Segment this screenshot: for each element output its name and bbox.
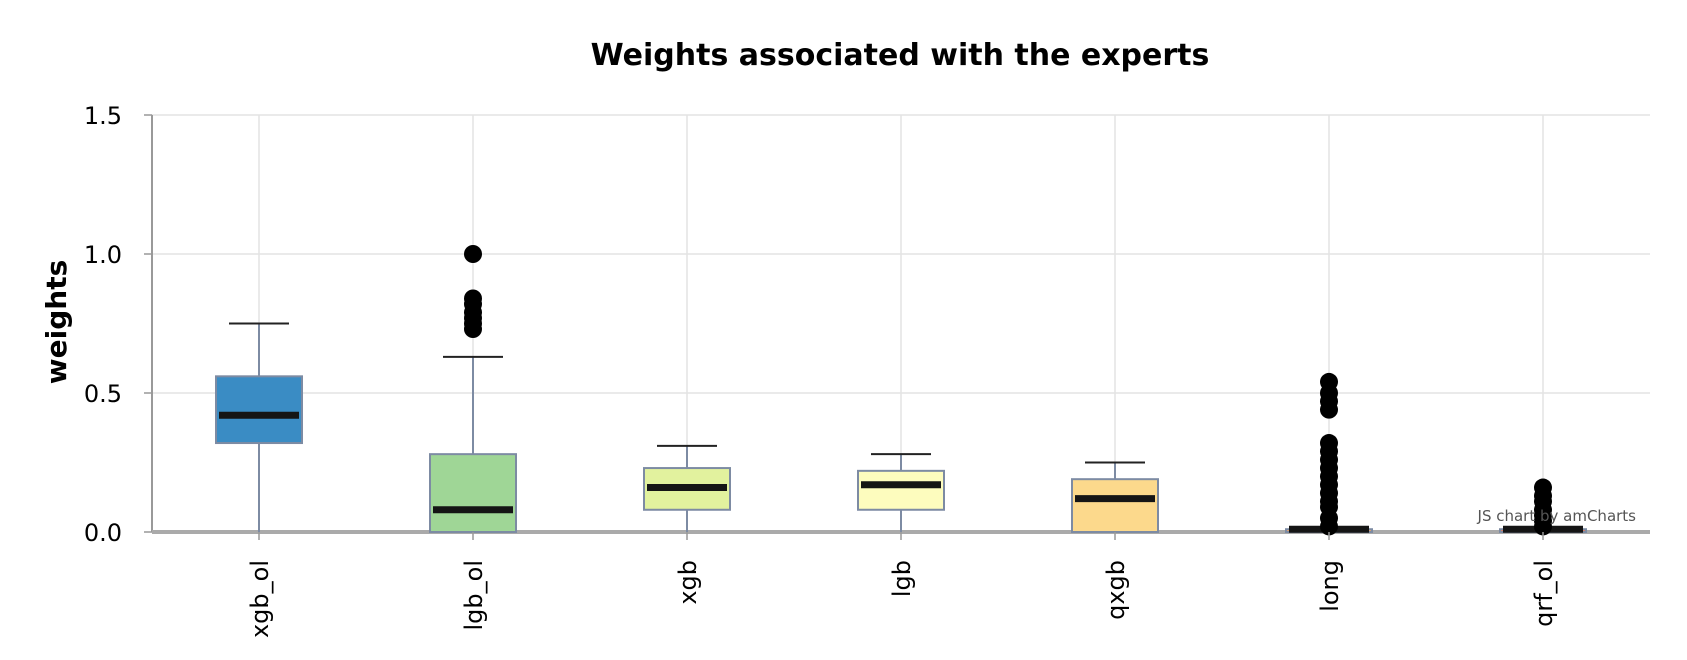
outlier-point[interactable]	[464, 289, 482, 308]
y-tick-label: 1.5	[84, 102, 122, 130]
y-tick-label: 1.0	[84, 241, 122, 269]
y-axis-label: weights	[40, 260, 73, 384]
box-lgb[interactable]	[857, 453, 945, 532]
outlier-point[interactable]	[464, 245, 482, 263]
y-tick-label: 0.0	[84, 519, 122, 547]
outlier-point[interactable]	[1320, 372, 1338, 391]
box-xgb_ol[interactable]	[215, 322, 303, 533]
outlier-point[interactable]	[1534, 478, 1552, 497]
box-iqr[interactable]	[857, 469, 945, 511]
box-qrf_ol[interactable]	[1499, 478, 1587, 536]
box-series	[215, 245, 1587, 536]
y-axis-ticks: 0.0 0.5 1.0 1.5	[84, 102, 152, 547]
box-xgb[interactable]	[643, 444, 731, 532]
x-tick-label: long	[1316, 560, 1344, 612]
box-iqr[interactable]	[1071, 478, 1159, 533]
x-tick-label: qxgb	[1102, 560, 1130, 620]
outlier-point[interactable]	[1320, 434, 1338, 453]
chart-credit[interactable]: JS chart by amCharts	[1477, 507, 1637, 525]
chart-title: Weights associated with the experts	[591, 38, 1210, 73]
y-tick-label: 0.5	[84, 380, 122, 408]
x-axis-ticks: xgb_ol lgb_ol xgb lgb qxgb long qrf_ol	[246, 532, 1558, 638]
box-long[interactable]	[1285, 372, 1373, 536]
x-tick-label: xgb_ol	[246, 560, 274, 638]
x-tick-label: xgb	[674, 560, 702, 605]
x-tick-label: lgb	[888, 560, 916, 597]
box-lgb_ol[interactable]	[429, 245, 517, 533]
box-iqr[interactable]	[429, 453, 517, 533]
box-iqr[interactable]	[215, 375, 303, 445]
box-qxgb[interactable]	[1071, 461, 1159, 533]
x-tick-label: qrf_ol	[1530, 560, 1558, 627]
x-tick-label: lgb_ol	[460, 560, 488, 631]
